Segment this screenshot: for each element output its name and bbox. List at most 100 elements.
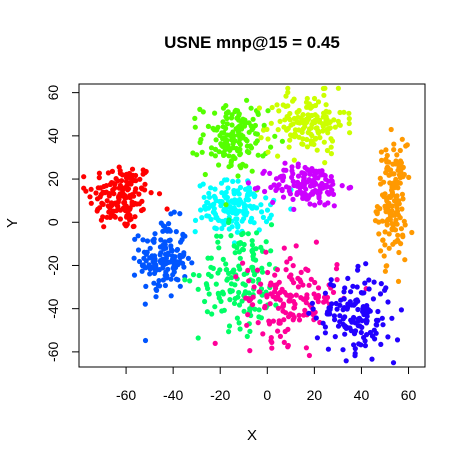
data-point-cluster-8 (182, 277, 188, 283)
data-point-cluster-5 (205, 123, 211, 129)
data-point-cluster-8 (213, 281, 219, 287)
data-point-cluster-4 (198, 207, 204, 213)
data-point-cluster-4 (212, 195, 218, 201)
data-point-cluster-10 (379, 315, 385, 321)
x-axis-label: X (247, 427, 257, 444)
data-point-cluster-2 (152, 258, 158, 264)
data-point-cluster-10 (345, 275, 351, 281)
data-point-cluster-10 (352, 329, 358, 335)
data-point-cluster-10 (322, 324, 328, 330)
data-point-cluster-9 (300, 282, 306, 288)
data-point-cluster-8 (202, 298, 208, 305)
data-point-cluster-9 (240, 260, 246, 266)
data-point-cluster-8 (187, 278, 193, 284)
data-point-cluster-6 (322, 160, 328, 166)
data-point-cluster-8 (259, 269, 266, 275)
data-point-cluster-9 (290, 263, 296, 269)
data-point-cluster-1 (164, 206, 170, 212)
data-point-cluster-2 (132, 236, 138, 242)
data-point-cluster-6 (292, 131, 298, 137)
data-point-cluster-6 (328, 136, 334, 142)
data-point-cluster-3 (399, 191, 405, 197)
data-point-cluster-3 (374, 204, 380, 210)
data-point-cluster-10 (334, 306, 340, 312)
data-point-cluster-3 (386, 159, 392, 165)
data-point-cluster-1 (130, 202, 136, 208)
data-point-cluster-5 (226, 164, 232, 170)
data-point-cluster-2 (168, 276, 174, 282)
data-point-cluster-9 (291, 305, 298, 311)
data-point-cluster-9 (250, 294, 256, 300)
data-point-cluster-7 (262, 188, 268, 195)
data-point-cluster-9 (283, 267, 289, 273)
data-point-cluster-5 (250, 116, 256, 122)
data-point-cluster-2 (144, 249, 150, 255)
data-point-cluster-10 (348, 317, 354, 323)
data-point-cluster-1 (137, 176, 143, 182)
data-point-cluster-8 (224, 267, 230, 273)
data-point-cluster-9 (303, 345, 309, 351)
data-point-cluster-7 (286, 185, 292, 191)
data-point-cluster-4 (225, 209, 232, 216)
data-point-cluster-4 (263, 219, 270, 225)
data-point-cluster-4 (212, 186, 218, 192)
data-point-cluster-4 (221, 222, 227, 228)
data-point-cluster-7 (245, 180, 251, 186)
data-point-cluster-6 (277, 118, 283, 124)
data-point-cluster-4 (205, 200, 211, 206)
data-point-cluster-6 (315, 128, 321, 135)
data-point-cluster-1 (133, 178, 139, 184)
data-point-cluster-9 (279, 286, 285, 292)
data-point-cluster-6 (288, 132, 294, 138)
data-point-cluster-10 (332, 317, 338, 323)
data-point-cluster-3 (409, 229, 415, 236)
data-point-cluster-3 (376, 231, 382, 237)
data-point-cluster-7 (331, 203, 337, 209)
data-point-cluster-10 (310, 306, 316, 312)
data-point-cluster-4 (201, 194, 207, 200)
data-point-cluster-2 (152, 231, 158, 237)
x-tick-label: -20 (210, 387, 230, 403)
data-point-cluster-7 (252, 186, 258, 192)
data-point-cluster-8 (208, 273, 214, 279)
data-point-cluster-9 (334, 262, 340, 268)
data-point-cluster-2 (162, 272, 168, 278)
data-point-cluster-2 (160, 223, 167, 229)
data-point-cluster-5 (253, 131, 259, 137)
data-point-cluster-4 (246, 185, 252, 191)
data-point-cluster-4 (199, 215, 205, 221)
data-point-cluster-10 (342, 324, 348, 330)
data-point-cluster-10 (364, 313, 370, 319)
data-point-cluster-6 (283, 93, 289, 99)
data-point-cluster-6 (268, 120, 274, 126)
data-point-cluster-8 (237, 326, 243, 332)
data-point-cluster-6 (308, 141, 314, 147)
data-point-cluster-8 (214, 233, 220, 239)
data-point-cluster-9 (315, 299, 321, 305)
data-point-cluster-10 (331, 313, 337, 319)
data-point-cluster-10 (333, 300, 339, 307)
data-point-cluster-10 (332, 334, 338, 340)
data-point-cluster-6 (299, 129, 305, 135)
data-point-cluster-8 (212, 304, 218, 310)
data-point-cluster-9 (269, 339, 275, 345)
data-point-cluster-4 (242, 206, 248, 213)
data-point-cluster-8 (239, 298, 245, 304)
data-point-cluster-1 (105, 170, 111, 176)
data-point-cluster-7 (329, 188, 335, 194)
data-point-cluster-3 (391, 171, 397, 177)
data-point-cluster-9 (273, 296, 279, 302)
data-point-cluster-10 (341, 305, 347, 311)
data-point-cluster-10 (382, 287, 388, 293)
data-point-cluster-3 (384, 222, 390, 228)
x-axis: -60 -40 -20 0 20 40 60 (116, 366, 417, 403)
data-point-cluster-10 (322, 330, 328, 336)
data-point-cluster-1 (104, 198, 110, 204)
data-point-cluster-7 (290, 178, 296, 184)
data-point-cluster-4 (251, 204, 257, 210)
data-point-cluster-9 (284, 259, 290, 265)
data-point-cluster-2 (140, 237, 146, 243)
data-point-cluster-4 (252, 193, 258, 199)
data-point-cluster-5 (222, 147, 228, 153)
data-point-cluster-5 (261, 122, 267, 128)
